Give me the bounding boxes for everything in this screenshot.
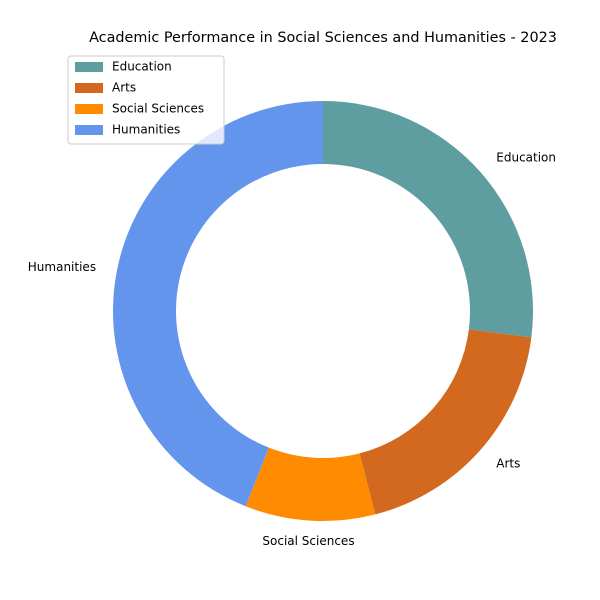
legend: Education Arts Social Sciences Humanities	[68, 56, 224, 144]
slice-label-arts: Arts	[496, 456, 520, 470]
slice-social-sciences	[246, 448, 376, 521]
legend-label-arts: Arts	[112, 81, 136, 95]
slice-label-humanities: Humanities	[28, 260, 96, 274]
legend-swatch-social-sciences	[75, 104, 103, 114]
legend-label-education: Education	[112, 60, 172, 74]
legend-swatch-education	[75, 62, 103, 72]
legend-swatch-arts	[75, 83, 103, 93]
legend-swatch-humanities	[75, 125, 103, 135]
legend-label-humanities: Humanities	[112, 123, 180, 137]
slice-label-social-sciences: Social Sciences	[262, 534, 354, 548]
slice-label-education: Education	[496, 151, 556, 165]
legend-label-social-sciences: Social Sciences	[112, 102, 204, 116]
chart-title: Academic Performance in Social Sciences …	[89, 30, 557, 46]
